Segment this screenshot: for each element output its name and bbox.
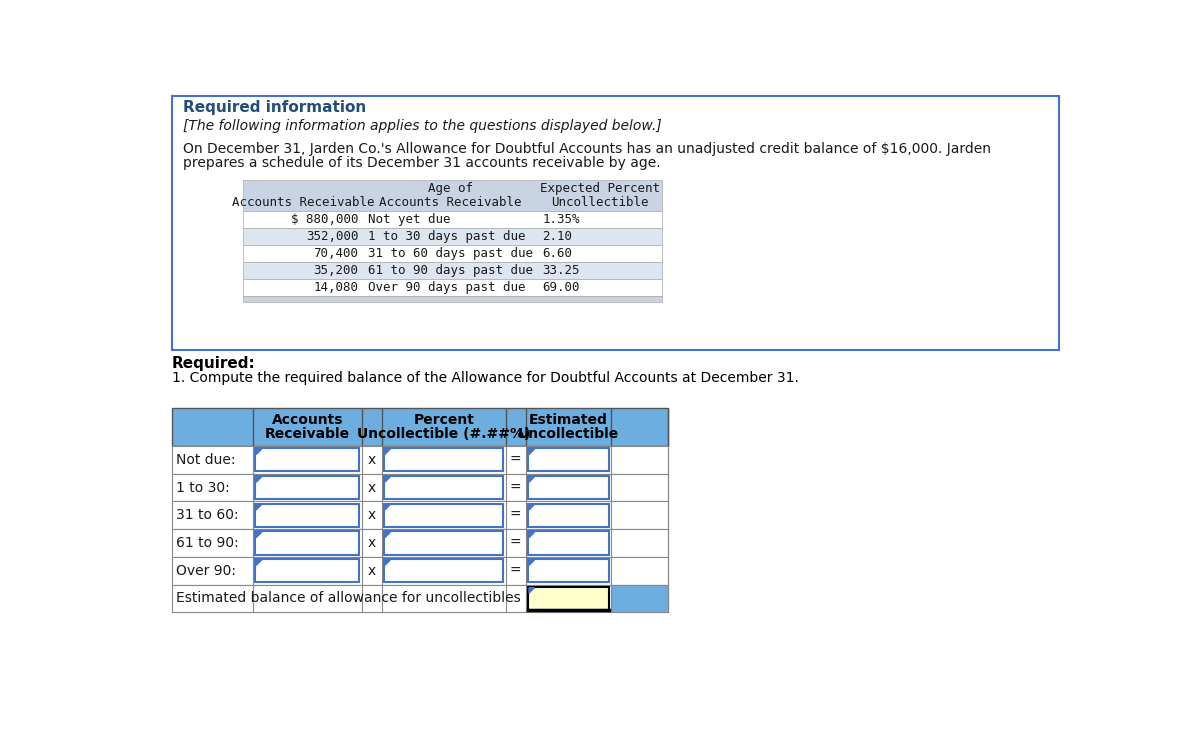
Bar — [384, 531, 504, 555]
Text: 1.35%: 1.35% — [542, 213, 580, 226]
Bar — [528, 531, 608, 555]
Text: =: = — [510, 453, 522, 467]
Polygon shape — [529, 476, 534, 482]
Text: Percent: Percent — [413, 413, 474, 427]
Text: 352,000: 352,000 — [306, 230, 359, 243]
Polygon shape — [256, 449, 262, 454]
Bar — [242, 279, 661, 296]
Text: =: = — [510, 481, 522, 495]
Bar — [528, 476, 608, 499]
Text: x: x — [367, 453, 376, 467]
Text: 70,400: 70,400 — [313, 247, 359, 260]
Text: =: = — [510, 564, 522, 578]
Polygon shape — [529, 504, 534, 510]
Polygon shape — [385, 504, 390, 510]
Bar — [528, 587, 608, 610]
Text: 1. Compute the required balance of the Allowance for Doubtful Accounts at Decemb: 1. Compute the required balance of the A… — [172, 371, 798, 386]
Polygon shape — [529, 588, 534, 593]
Text: =: = — [510, 536, 522, 550]
Bar — [242, 262, 661, 279]
Polygon shape — [385, 560, 390, 565]
Bar — [242, 180, 661, 211]
Text: prepares a schedule of its December 31 accounts receivable by age.: prepares a schedule of its December 31 a… — [182, 155, 660, 169]
Text: Not yet due: Not yet due — [367, 213, 450, 226]
Bar — [172, 501, 667, 529]
Text: 33.25: 33.25 — [542, 264, 580, 277]
Text: Estimated balance of allowance for uncollectibles: Estimated balance of allowance for uncol… — [175, 592, 521, 605]
Text: 61 to 90:: 61 to 90: — [175, 536, 239, 550]
Polygon shape — [385, 449, 390, 454]
Text: Over 90 days past due: Over 90 days past due — [367, 281, 526, 294]
Bar — [242, 296, 661, 302]
Bar — [384, 559, 504, 582]
Polygon shape — [529, 449, 534, 454]
Text: Uncollectible: Uncollectible — [518, 427, 619, 441]
Bar — [528, 504, 608, 527]
Text: Receivable: Receivable — [265, 427, 350, 441]
Text: On December 31, Jarden Co.'s Allowance for Doubtful Accounts has an unadjusted c: On December 31, Jarden Co.'s Allowance f… — [182, 141, 990, 156]
Text: 6.60: 6.60 — [542, 247, 572, 260]
Bar — [384, 476, 504, 499]
Bar — [611, 585, 667, 612]
Text: x: x — [367, 564, 376, 578]
Text: 31 to 60:: 31 to 60: — [175, 508, 238, 523]
Text: 61 to 90 days past due: 61 to 90 days past due — [367, 264, 533, 277]
Text: Expected Percent: Expected Percent — [540, 183, 660, 196]
Bar — [172, 585, 667, 612]
Bar — [256, 559, 359, 582]
Text: Estimated: Estimated — [529, 413, 608, 427]
Polygon shape — [256, 476, 262, 482]
Text: Uncollectible (#.##%): Uncollectible (#.##%) — [358, 427, 530, 441]
Polygon shape — [256, 504, 262, 510]
Bar — [256, 504, 359, 527]
Polygon shape — [385, 532, 390, 537]
Text: Accounts Receivable: Accounts Receivable — [379, 196, 522, 209]
Text: Required:: Required: — [172, 356, 256, 371]
Polygon shape — [529, 532, 534, 537]
Polygon shape — [385, 476, 390, 482]
Text: Accounts: Accounts — [271, 413, 343, 427]
Text: Age of: Age of — [428, 183, 473, 196]
Text: 14,080: 14,080 — [313, 281, 359, 294]
Bar — [172, 557, 667, 585]
Bar — [384, 449, 504, 471]
Polygon shape — [256, 560, 262, 565]
Text: [The following information applies to the questions displayed below.]: [The following information applies to th… — [182, 119, 661, 133]
Text: 1 to 30 days past due: 1 to 30 days past due — [367, 230, 526, 243]
Bar — [256, 531, 359, 555]
Text: 1 to 30:: 1 to 30: — [175, 481, 229, 495]
Text: x: x — [367, 508, 376, 523]
Bar — [242, 228, 661, 245]
Text: 35,200: 35,200 — [313, 264, 359, 277]
Polygon shape — [256, 532, 262, 537]
Text: 69.00: 69.00 — [542, 281, 580, 294]
Text: =: = — [510, 508, 522, 523]
Bar — [256, 449, 359, 471]
Bar — [528, 449, 608, 471]
Bar — [384, 504, 504, 527]
Bar — [242, 211, 661, 228]
Bar — [172, 96, 1060, 350]
Polygon shape — [529, 560, 534, 565]
Text: $ 880,000: $ 880,000 — [290, 213, 359, 226]
Bar — [172, 408, 667, 446]
Text: x: x — [367, 481, 376, 495]
Bar — [172, 446, 667, 474]
Text: 2.10: 2.10 — [542, 230, 572, 243]
Bar — [242, 245, 661, 262]
Text: Required information: Required information — [182, 100, 366, 116]
Text: x: x — [367, 536, 376, 550]
Bar — [256, 476, 359, 499]
Text: 31 to 60 days past due: 31 to 60 days past due — [367, 247, 533, 260]
Bar — [172, 474, 667, 501]
Bar — [528, 559, 608, 582]
Text: Uncollectible: Uncollectible — [551, 196, 648, 209]
Text: Accounts Receivable: Accounts Receivable — [232, 196, 374, 209]
Text: Over 90:: Over 90: — [175, 564, 235, 578]
Text: Not due:: Not due: — [175, 453, 235, 467]
Bar — [172, 529, 667, 557]
